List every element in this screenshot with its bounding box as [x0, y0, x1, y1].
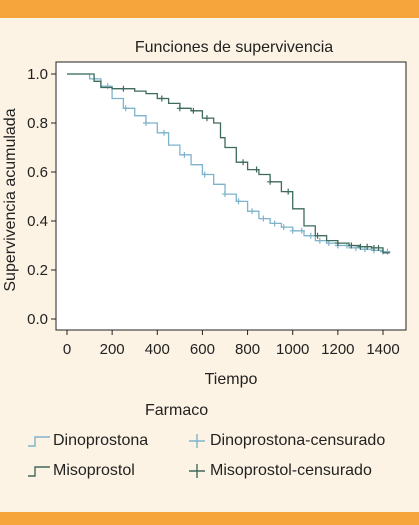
x-axis-label: Tiempo: [205, 371, 258, 388]
chart-title: Funciones de supervivencia: [135, 39, 333, 56]
censor-mark: [289, 227, 296, 234]
x-tick-label: 1400: [366, 341, 399, 358]
x-tick-label: 200: [100, 341, 125, 358]
y-tick-label: 0.0: [27, 311, 48, 328]
series-line: [67, 73, 390, 254]
top-accent-bar: [0, 0, 419, 18]
censor-mark: [307, 232, 314, 239]
legend-item-misoprostol-censurado: Misoprostol-censurado: [186, 462, 372, 480]
legend-step-icon: [28, 466, 50, 477]
censor-mark: [222, 191, 228, 198]
censor-mark: [384, 248, 391, 255]
censor-mark: [176, 105, 183, 112]
x-tick-label: 1200: [321, 341, 354, 358]
censor-mark: [375, 244, 382, 251]
censor-mark: [240, 159, 247, 166]
censor-mark: [316, 237, 323, 244]
series-misoprostol: [67, 73, 390, 254]
y-tick-label: 0.4: [27, 213, 48, 230]
censor-mark: [334, 240, 341, 247]
legend-title: Farmaco: [145, 402, 209, 419]
legend-label-misoprostol-censurado: Misoprostol-censurado: [210, 462, 372, 479]
y-tick-label: 1.0: [27, 66, 48, 83]
y-tick-label: 0.2: [27, 262, 48, 279]
legend-label-misoprostol: Misoprostol: [53, 462, 135, 479]
censor-mark: [260, 215, 267, 222]
censor-mark: [201, 171, 208, 178]
legend-step-icon: [28, 436, 50, 447]
censor-mark: [143, 120, 149, 126]
censor-mark: [267, 178, 274, 185]
censor-mark: [298, 227, 305, 234]
y-axis-label: Supervivencia acumulada: [2, 108, 19, 291]
censor-mark: [348, 242, 355, 249]
censor-mark: [285, 188, 292, 195]
censor-mark: [280, 224, 287, 231]
legend-plus-icon: [189, 464, 205, 478]
censor-mark: [203, 115, 210, 122]
censor-mark: [314, 232, 321, 239]
legend-item-misoprostol: Misoprostol: [27, 462, 135, 480]
bottom-accent-bar: [0, 512, 419, 525]
legend-item-dinoprostona-censurado: Dinoprostona-censurado: [186, 432, 385, 450]
x-tick-label: 400: [145, 341, 170, 358]
censor-mark: [181, 151, 188, 158]
censor-mark: [190, 107, 197, 114]
legend-plus-icon: [189, 434, 205, 448]
censor-mark: [161, 129, 168, 136]
x-axis: 0 200 400 600 800 1000 1200 1400: [63, 330, 400, 358]
y-axis: 0.0 0.2 0.4 0.6 0.8 1.0: [27, 66, 56, 328]
censor-mark: [249, 208, 256, 215]
x-tick-label: 1000: [276, 341, 309, 358]
x-tick-label: 800: [235, 341, 260, 358]
y-tick-label: 0.8: [27, 115, 48, 132]
series-group: [67, 73, 391, 255]
legend-item-dinoprostona: Dinoprostona: [27, 432, 148, 450]
plot-area: [55, 61, 407, 331]
censor-mark: [120, 85, 127, 92]
y-tick-label: 0.6: [27, 164, 48, 181]
censor-mark: [271, 220, 278, 227]
censor-mark: [122, 105, 129, 112]
censor-mark: [364, 243, 371, 250]
censor-mark: [158, 95, 165, 102]
x-tick-label: 0: [63, 341, 71, 358]
censor-mark: [357, 243, 364, 250]
legend-label-dinoprostona-censurado: Dinoprostona-censurado: [210, 432, 386, 449]
censor-mark: [235, 198, 242, 205]
censor-mark: [253, 166, 260, 173]
censor-mark: [104, 83, 111, 90]
legend-label-dinoprostona: Dinoprostona: [53, 432, 149, 449]
x-tick-label: 600: [190, 341, 215, 358]
